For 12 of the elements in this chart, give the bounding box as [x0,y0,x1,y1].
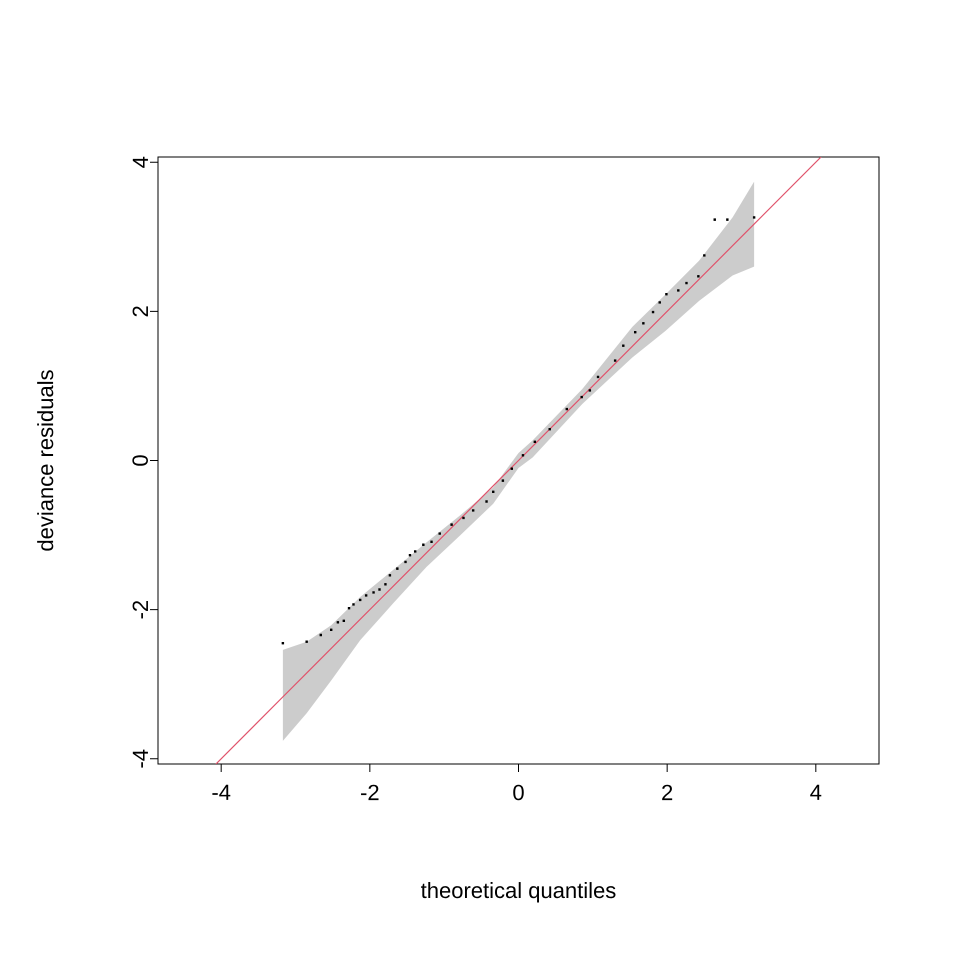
x-tick-label: 4 [810,784,822,800]
y-tick-label: -2 [132,600,148,618]
y-axis-title: deviance residuals [37,370,54,551]
y-tick-label: 0 [132,455,148,466]
x-axis-title: theoretical quantiles [420,882,616,903]
x-tick-label: -2 [361,784,379,800]
x-tick-label: -4 [212,784,230,800]
y-tick-label: 2 [132,306,148,316]
x-tick-label: 0 [513,784,524,800]
x-tick-label: 2 [662,784,672,800]
y-tick-label: 4 [132,156,148,168]
y-tick-label: -4 [132,750,148,768]
